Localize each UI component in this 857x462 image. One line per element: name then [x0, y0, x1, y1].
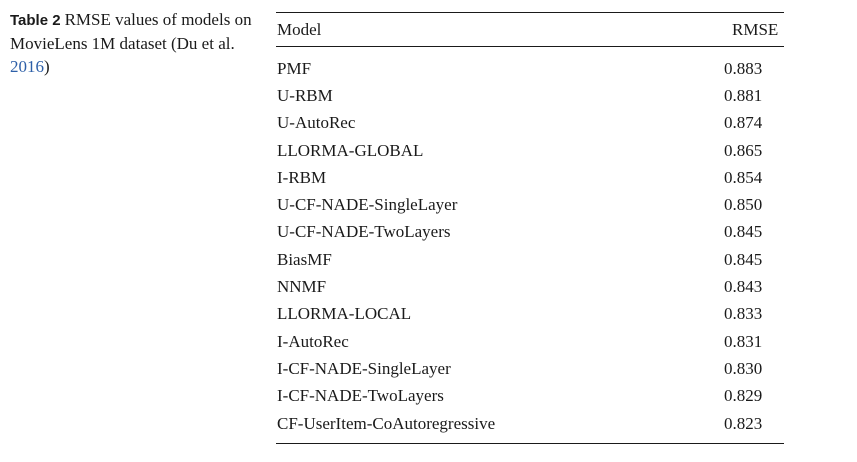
table-caption-text: RMSE values of models on MovieLens 1M da…: [10, 10, 252, 53]
cell-rmse: 0.843: [724, 277, 763, 297]
cell-rmse: 0.874: [724, 113, 763, 133]
cell-rmse: 0.845: [724, 249, 763, 269]
cell-rmse: 0.830: [724, 358, 763, 378]
table-header-row: Model RMSE: [276, 13, 784, 46]
table-row: U-CF-NADE-SingleLayer 0.850: [276, 191, 784, 218]
cell-rmse: 0.850: [724, 195, 763, 215]
cell-rmse: 0.883: [724, 58, 763, 78]
table-caption-close: ): [44, 57, 50, 76]
cell-rmse: 0.854: [724, 167, 763, 187]
cell-rmse: 0.833: [724, 304, 763, 324]
table-row: CF-UserItem-CoAutoregressive 0.823: [276, 410, 784, 437]
table-row: U-RBM 0.881: [276, 82, 784, 109]
cell-model: NNMF: [277, 277, 327, 297]
cell-rmse: 0.845: [724, 222, 763, 242]
cell-rmse: 0.865: [724, 140, 763, 160]
table-bottom-rule: [276, 443, 784, 445]
cell-model: LLORMA-LOCAL: [277, 304, 412, 324]
cell-rmse: 0.881: [724, 85, 763, 105]
cell-model: I-RBM: [277, 167, 327, 187]
table-body: PMF 0.883 U-RBM 0.881 U-AutoRec 0.874 LLORMA-G…: [276, 55, 784, 437]
table-caption-label: Table 2: [10, 12, 61, 29]
header-rmse: RMSE: [732, 19, 779, 39]
table-row: BiasMF 0.845: [276, 246, 784, 273]
cell-model: PMF: [277, 58, 312, 78]
table-row: PMF 0.883: [276, 55, 784, 82]
cell-model: BiasMF: [277, 249, 332, 269]
cell-model: I-CF-NADE-SingleLayer: [277, 358, 451, 378]
table-row: I-CF-NADE-SingleLayer 0.830: [276, 355, 784, 382]
rmse-table: Model RMSE PMF 0.883 U-RBM 0.881 U-AutoRec 0.…: [276, 12, 784, 445]
cell-model: U-CF-NADE-TwoLayers: [277, 222, 451, 242]
cell-model: U-RBM: [277, 85, 333, 105]
table-row: I-RBM 0.854: [276, 164, 784, 191]
cell-rmse: 0.823: [724, 413, 763, 433]
table-row: LLORMA-LOCAL 0.833: [276, 301, 784, 328]
table-caption: Table 2 RMSE values of models on MovieLen…: [10, 8, 255, 78]
header-model: Model: [277, 19, 322, 39]
cell-model: I-AutoRec: [277, 331, 349, 351]
citation-year-link[interactable]: 2016: [10, 57, 44, 76]
table-row: U-CF-NADE-TwoLayers 0.845: [276, 219, 784, 246]
table-row: U-AutoRec 0.874: [276, 110, 784, 137]
table-row: I-CF-NADE-TwoLayers 0.829: [276, 383, 784, 410]
cell-model: CF-UserItem-CoAutoregressive: [277, 413, 496, 433]
cell-model: I-CF-NADE-TwoLayers: [277, 386, 444, 406]
table-row: NNMF 0.843: [276, 273, 784, 300]
cell-model: U-CF-NADE-SingleLayer: [277, 195, 458, 215]
cell-rmse: 0.831: [724, 331, 763, 351]
table-row: LLORMA-GLOBAL 0.865: [276, 137, 784, 164]
cell-model: LLORMA-GLOBAL: [277, 140, 424, 160]
cell-rmse: 0.829: [724, 386, 763, 406]
table-top-rule: [276, 12, 784, 13]
cell-model: U-AutoRec: [277, 113, 356, 133]
table-row: I-AutoRec 0.831: [276, 328, 784, 355]
table-header-rule: [276, 46, 784, 47]
